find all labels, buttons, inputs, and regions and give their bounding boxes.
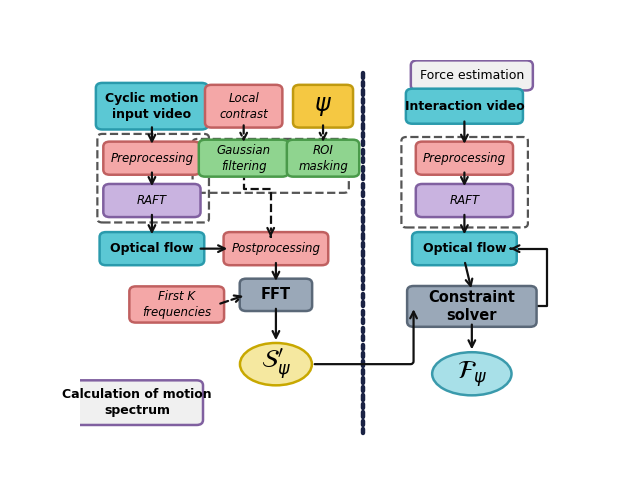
Text: Force estimation: Force estimation	[420, 69, 524, 82]
FancyBboxPatch shape	[223, 232, 328, 265]
FancyBboxPatch shape	[293, 85, 353, 128]
Text: Preprocessing: Preprocessing	[423, 152, 506, 164]
FancyBboxPatch shape	[103, 184, 200, 217]
FancyBboxPatch shape	[100, 232, 204, 265]
FancyBboxPatch shape	[205, 85, 282, 128]
FancyBboxPatch shape	[103, 142, 200, 174]
FancyBboxPatch shape	[416, 142, 513, 174]
Ellipse shape	[240, 343, 312, 386]
Text: $\mathcal{S}^\prime_\psi$: $\mathcal{S}^\prime_\psi$	[261, 346, 291, 382]
Text: FFT: FFT	[261, 288, 291, 302]
FancyBboxPatch shape	[407, 286, 536, 327]
Text: RAFT: RAFT	[449, 194, 479, 207]
Text: Postprocessing: Postprocessing	[232, 242, 321, 255]
Text: $\psi$: $\psi$	[314, 94, 332, 118]
Text: ROI
masking: ROI masking	[298, 144, 348, 172]
FancyBboxPatch shape	[416, 184, 513, 217]
Text: Optical flow: Optical flow	[110, 242, 194, 255]
Text: Preprocessing: Preprocessing	[110, 152, 193, 164]
Text: Gaussian
filtering: Gaussian filtering	[216, 144, 271, 172]
FancyBboxPatch shape	[199, 140, 289, 176]
Text: Constraint
solver: Constraint solver	[428, 290, 515, 323]
Text: Cyclic motion
input video: Cyclic motion input video	[105, 92, 198, 120]
Text: Optical flow: Optical flow	[422, 242, 506, 255]
Text: RAFT: RAFT	[137, 194, 167, 207]
FancyBboxPatch shape	[287, 140, 359, 176]
Text: $\mathcal{F}_\psi$: $\mathcal{F}_\psi$	[457, 359, 487, 388]
FancyBboxPatch shape	[411, 60, 533, 90]
FancyBboxPatch shape	[412, 232, 516, 265]
Text: Calculation of motion
spectrum: Calculation of motion spectrum	[62, 388, 212, 417]
FancyBboxPatch shape	[96, 83, 208, 130]
Ellipse shape	[432, 352, 511, 396]
FancyBboxPatch shape	[129, 286, 224, 322]
FancyBboxPatch shape	[240, 278, 312, 311]
FancyBboxPatch shape	[406, 88, 523, 124]
Text: Local
contrast: Local contrast	[220, 92, 268, 120]
Text: Interaction video: Interaction video	[404, 100, 524, 112]
Text: First K
frequencies: First K frequencies	[142, 290, 211, 319]
FancyBboxPatch shape	[71, 380, 203, 425]
